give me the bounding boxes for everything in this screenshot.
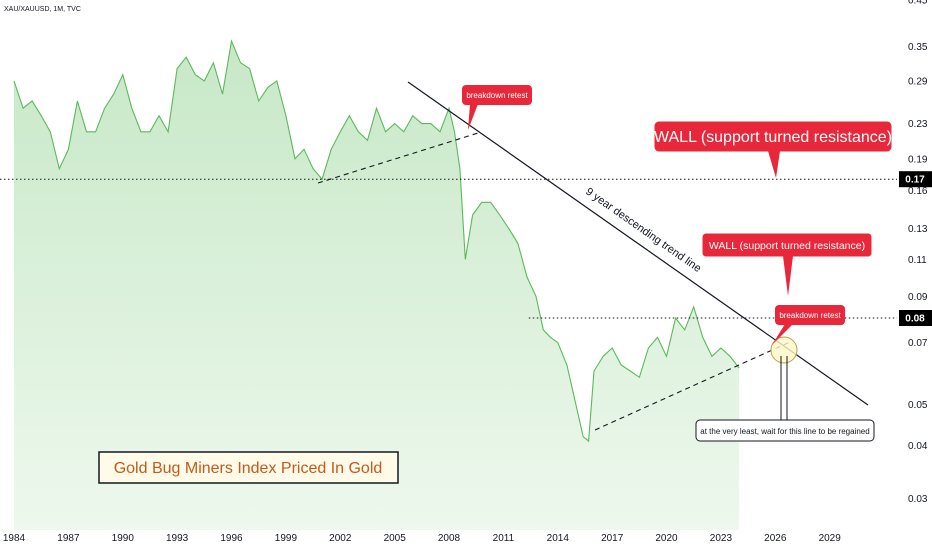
x-tick-label: 2017 — [601, 533, 624, 544]
x-tick-label: 2029 — [819, 533, 842, 544]
trend-line-label: 9 year descending trend line — [583, 186, 703, 275]
x-tick-label: 2014 — [547, 533, 570, 544]
callout-wall-lower-text: WALL (support turned resistance) — [709, 240, 865, 252]
y-tick-label: 0.03 — [908, 494, 928, 505]
y-tick-label: 0.19 — [908, 154, 928, 165]
x-tick-label: 2020 — [655, 533, 678, 544]
note-callout: at the very least, wait for this line to… — [695, 356, 875, 442]
y-tick-label: 0.29 — [908, 76, 928, 87]
note-text: at the very least, wait for this line to… — [700, 427, 869, 436]
x-tick-label: 1990 — [112, 533, 135, 544]
x-tick-label: 1984 — [3, 533, 26, 544]
callout-breakdown-retest-1-text: breakdown retest — [466, 91, 528, 100]
y-tick-label: 0.35 — [908, 42, 928, 53]
price-badge-bg — [899, 310, 932, 326]
x-tick-label: 1987 — [57, 533, 80, 544]
x-tick-label: 2023 — [710, 533, 733, 544]
callout-wall-upper: WALL (support turned resistance) — [653, 120, 893, 178]
x-tick-label: 1996 — [220, 533, 243, 544]
x-tick-label: 1999 — [275, 533, 298, 544]
x-tick-label: 2008 — [438, 533, 461, 544]
callout-breakdown-retest-2-text: breakdown retest — [779, 311, 841, 320]
symbol-label: XAU/XAUUSD, 1M, TVC — [4, 6, 81, 13]
callout-breakdown-retest-2: breakdown retest — [772, 305, 845, 345]
x-tick-label: 2002 — [329, 533, 352, 544]
callout-wall-lower: WALL (support turned resistance) — [701, 232, 873, 296]
support-dashed-line-1 — [317, 132, 479, 184]
y-tick-label: 0.04 — [908, 441, 928, 452]
y-tick-label: 0.13 — [908, 224, 928, 235]
x-tick-label: 1993 — [166, 533, 189, 544]
chart-title-box: Gold Bug Miners Index Priced In Gold — [98, 451, 399, 484]
y-tick-label: 0.09 — [908, 292, 928, 303]
callout-wall-upper-text: WALL (support turned resistance) — [654, 129, 892, 146]
price-line — [13, 39, 740, 443]
x-tick-label: 2011 — [493, 533, 515, 544]
chart-title: Gold Bug Miners Index Priced In Gold — [114, 460, 383, 477]
x-axis[interactable]: 1984 1987 1990 1993 1996 1999 2002 2005 2008 2011… — [3, 533, 841, 544]
y-axis[interactable]: 0.45 0.35 0.29 0.23 0.19 0.16 0.13 0.11 0.09 0.07… — [908, 0, 928, 505]
price-badge-label: 0.17 — [905, 175, 925, 186]
callout-breakdown-retest-1: breakdown retest — [462, 85, 532, 130]
y-tick-label: 0.23 — [908, 119, 928, 130]
y-tick-label: 0.05 — [908, 400, 928, 411]
retest-highlight-circle — [770, 336, 798, 364]
price-badges: 0.17 0.08 — [899, 171, 932, 326]
y-tick-label: 0.11 — [908, 255, 927, 266]
price-badge-label: 0.08 — [905, 314, 925, 325]
y-tick-label: 0.45 — [908, 0, 928, 7]
price-badge-bg — [899, 171, 932, 188]
y-tick-label: 0.07 — [908, 338, 928, 349]
y-tick-label: 0.16 — [908, 186, 928, 197]
x-tick-label: 2026 — [764, 533, 787, 544]
price-area-fill — [14, 41, 740, 530]
x-tick-label: 2005 — [384, 533, 407, 544]
